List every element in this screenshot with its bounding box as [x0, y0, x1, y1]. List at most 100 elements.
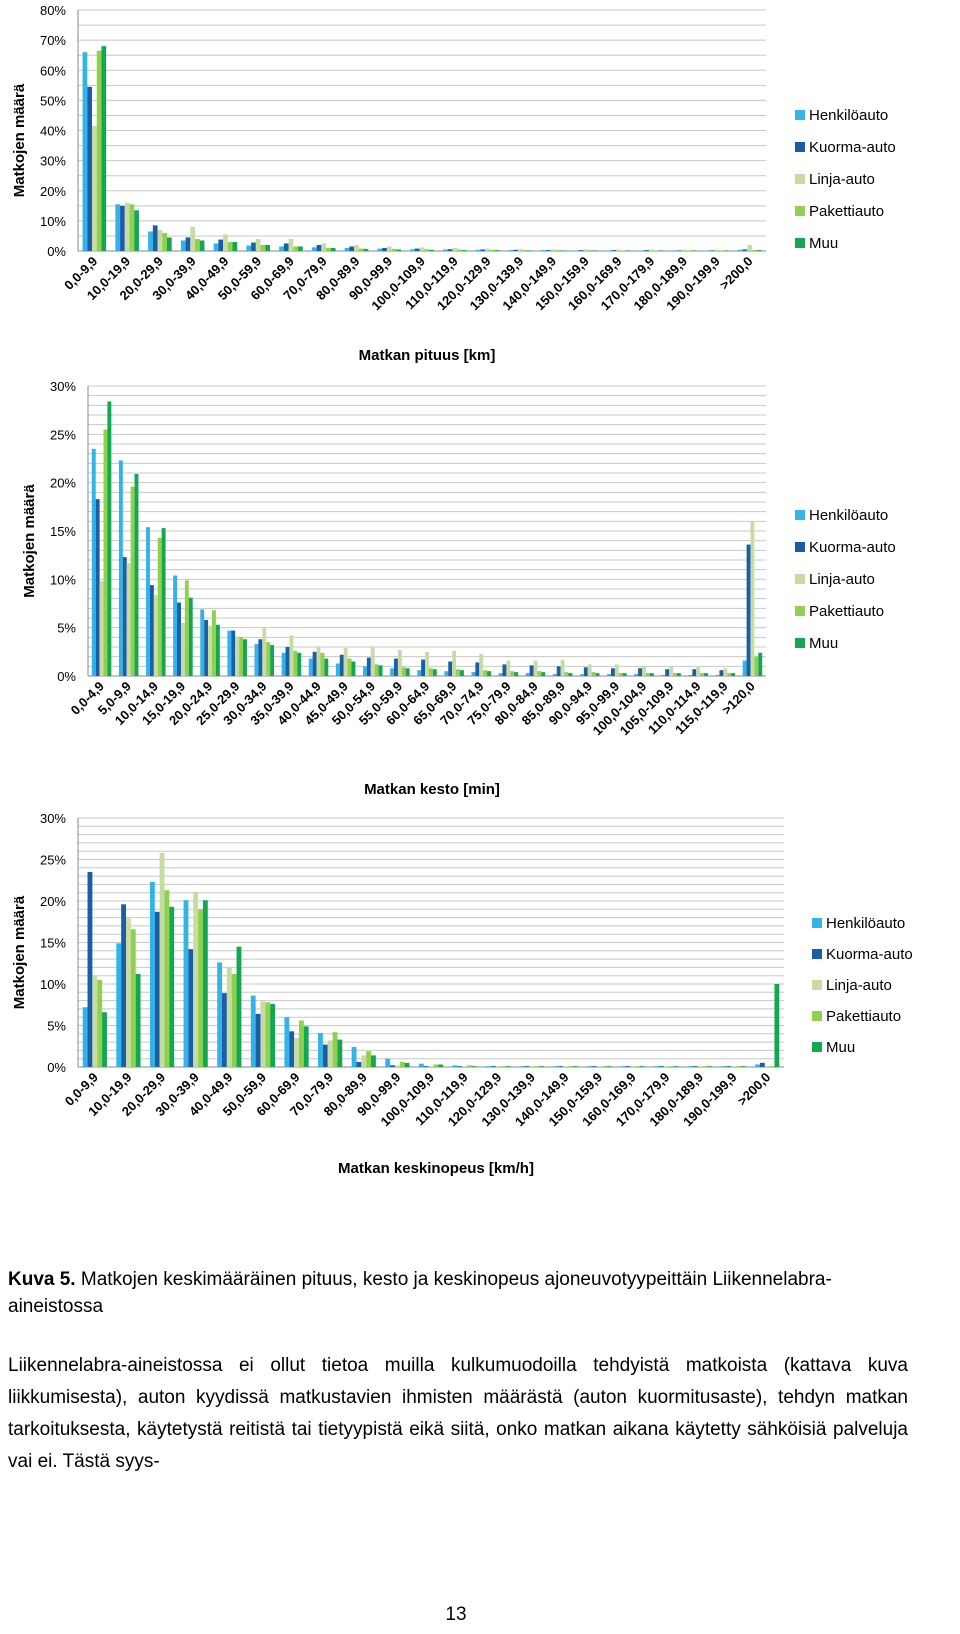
- chart-trip-duration: 0%5%10%15%20%25%30%0,0-4,95,0-9,910,0-14…: [21, 380, 896, 798]
- bar: [634, 674, 639, 676]
- bar: [588, 250, 593, 251]
- bar: [578, 250, 584, 251]
- bar: [740, 1066, 746, 1067]
- bar: [339, 654, 344, 676]
- bar: [425, 651, 429, 676]
- bar: [639, 250, 645, 251]
- bar: [298, 1020, 304, 1067]
- bar: [639, 1066, 645, 1067]
- bar: [692, 1066, 698, 1067]
- bar: [502, 664, 507, 676]
- bar: [606, 1066, 612, 1067]
- bar: [764, 1066, 770, 1067]
- x-axis-title: Matkan kesto [min]: [364, 781, 500, 798]
- bar: [687, 1066, 693, 1067]
- bar: [560, 659, 565, 676]
- y-tick-label: 30%: [40, 811, 66, 826]
- bar: [616, 249, 621, 251]
- bar: [475, 662, 480, 676]
- bar: [746, 544, 751, 676]
- legend-swatch: [795, 510, 805, 520]
- bar: [318, 1032, 323, 1067]
- bar: [121, 904, 127, 1067]
- bar: [444, 671, 449, 676]
- bar: [742, 660, 747, 676]
- bar: [514, 672, 519, 676]
- bar: [525, 673, 530, 676]
- bar: [149, 585, 154, 676]
- bar: [737, 249, 743, 251]
- bar: [560, 250, 565, 251]
- bar: [487, 671, 492, 676]
- bar: [87, 86, 93, 251]
- bar: [154, 911, 160, 1067]
- legend-label: Linja-auto: [809, 171, 875, 188]
- bar: [601, 1066, 607, 1067]
- x-axis-title: Matkan pituus [km]: [359, 347, 496, 364]
- y-tick-label: 20%: [40, 894, 66, 909]
- bar: [405, 668, 410, 676]
- y-tick-label: 0%: [47, 1060, 66, 1075]
- bar: [312, 651, 317, 676]
- legend-swatch: [795, 574, 805, 584]
- bar: [169, 906, 175, 1067]
- bar: [688, 675, 693, 676]
- bar: [371, 1055, 376, 1067]
- bar: [152, 225, 158, 251]
- legend-swatch: [795, 238, 805, 248]
- bar: [432, 669, 437, 676]
- bar: [563, 1066, 568, 1067]
- bar: [750, 521, 755, 676]
- bar: [486, 1066, 491, 1067]
- bar: [354, 244, 359, 251]
- bar: [324, 658, 329, 676]
- bar: [298, 246, 303, 251]
- bars: [82, 852, 780, 1067]
- bar: [258, 639, 263, 676]
- legend-swatch: [812, 949, 822, 959]
- bar: [735, 1066, 741, 1067]
- bar: [255, 238, 261, 251]
- y-tick-label: 10%: [40, 214, 66, 229]
- bar: [161, 528, 166, 676]
- bar: [508, 250, 514, 251]
- bar: [285, 647, 290, 676]
- bar: [461, 250, 467, 251]
- bar: [506, 660, 511, 676]
- legend-label: Henkilöauto: [809, 107, 888, 124]
- bar: [731, 1066, 736, 1067]
- bar: [447, 249, 453, 251]
- bar: [126, 918, 131, 1067]
- bar: [715, 675, 720, 676]
- bar: [92, 976, 98, 1067]
- bar: [692, 669, 697, 676]
- bar: [552, 674, 557, 676]
- bar: [558, 1066, 564, 1067]
- bar: [433, 1064, 439, 1067]
- y-tick-label: 5%: [47, 1019, 66, 1034]
- bar: [417, 670, 422, 676]
- bar: [289, 1031, 295, 1067]
- bar: [396, 249, 402, 251]
- bar: [654, 1066, 660, 1067]
- bar: [467, 1065, 472, 1067]
- bar: [556, 666, 561, 676]
- x-tick-label: >200,0: [717, 254, 756, 293]
- bar: [534, 1066, 540, 1067]
- legend-swatch: [795, 542, 805, 552]
- bar: [620, 1066, 626, 1067]
- bar: [410, 249, 415, 251]
- bar: [642, 666, 646, 676]
- bar: [82, 52, 88, 251]
- bar: [483, 670, 488, 676]
- bar: [162, 232, 167, 251]
- bar: [101, 46, 107, 252]
- bar: [193, 891, 199, 1067]
- bar: [553, 1066, 559, 1067]
- bar: [378, 665, 383, 676]
- bar: [769, 1066, 775, 1067]
- bar: [217, 962, 223, 1067]
- bar: [390, 1065, 395, 1067]
- y-tick-label: 25%: [40, 853, 66, 868]
- bar: [583, 667, 588, 676]
